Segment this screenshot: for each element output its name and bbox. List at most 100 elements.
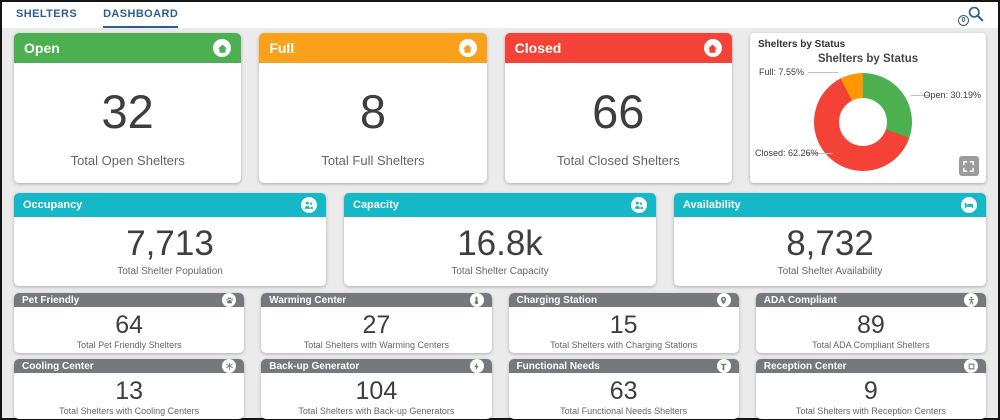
features-row-1: Pet Friendly 64 Total Pet Friendly Shelt… — [14, 293, 986, 353]
reception-center-label: Total Shelters with Reception Centers — [795, 406, 946, 416]
reception-center-value: 9 — [863, 377, 878, 405]
features-row-2: Cooling Center 13 Total Shelters with Co… — [14, 359, 986, 419]
card-charging-station-title: Charging Station — [516, 294, 598, 306]
availability-label: Total Shelter Availability — [777, 266, 883, 277]
slice-label-open: Open: 30.19% — [923, 90, 981, 100]
card-ada-compliant: ADA Compliant 89 Total ADA Compliant She… — [755, 293, 986, 353]
chart-title: Shelters by Status — [817, 53, 919, 65]
slice-label-closed: Closed: 62.26% — [754, 148, 819, 158]
card-availability-title: Availability — [683, 199, 741, 211]
card-functional-needs-title: Functional Needs — [516, 360, 600, 372]
fullscreen-icon — [962, 160, 975, 173]
card-warming-center-title: Warming Center — [269, 294, 347, 306]
charging-station-label: Total Shelters with Charging Stations — [550, 340, 698, 350]
shelter-home-icon — [213, 39, 232, 57]
search-count-badge: 0 — [958, 15, 969, 26]
occupancy-label: Total Shelter Population — [117, 266, 223, 277]
status-row: Open 32 Total Open Shelters Full 8 Total… — [14, 33, 986, 183]
card-closed-header: Closed — [504, 33, 732, 63]
card-reception-center-title: Reception Center — [763, 360, 847, 372]
card-open-title: Open — [24, 40, 60, 56]
open-shelters-count: 32 — [101, 84, 154, 138]
full-shelters-count: 8 — [359, 84, 387, 138]
card-warming-center: Warming Center 27 Total Shelters with Wa… — [261, 293, 492, 353]
card-charging-station: Charging Station 15 Total Shelters with … — [508, 293, 739, 353]
closed-shelters-count: 66 — [592, 84, 645, 138]
snowflake-icon — [222, 359, 237, 373]
shelter-home-icon — [703, 39, 722, 57]
card-occupancy-header: Occupancy — [14, 193, 326, 217]
card-ada-compliant-header: ADA Compliant — [755, 293, 986, 307]
people-icon — [631, 197, 647, 213]
card-cooling-center-header: Cooling Center — [14, 359, 245, 373]
full-shelters-label: Total Full Shelters — [321, 153, 425, 168]
card-reception-center: Reception Center 9 Total Shelters with R… — [755, 359, 986, 419]
card-capacity-title: Capacity — [353, 199, 399, 211]
warming-center-label: Total Shelters with Warming Centers — [303, 340, 449, 350]
cooling-center-label: Total Shelters with Cooling Centers — [59, 406, 200, 416]
metrics-row: Occupancy 7,713 Total Shelter Population… — [14, 193, 986, 286]
card-occupancy: Occupancy 7,713 Total Shelter Population — [14, 193, 326, 286]
leader-line-open — [910, 95, 929, 96]
card-full-shelters: Full 8 Total Full Shelters — [259, 33, 487, 183]
card-functional-needs-header: Functional Needs — [508, 359, 739, 373]
tab-shelters[interactable]: SHELTERS — [16, 8, 78, 20]
paw-icon — [222, 293, 237, 307]
card-backup-generator-title: Back-up Generator — [269, 360, 360, 372]
map-pin-icon — [716, 293, 731, 307]
card-full-header: Full — [259, 33, 487, 63]
functional-needs-icon — [716, 359, 731, 373]
functional-needs-label: Total Functional Needs Shelters — [560, 406, 688, 416]
bolt-icon — [469, 359, 484, 373]
ada-compliant-value: 89 — [856, 311, 885, 339]
donut-chart[interactable] — [813, 73, 912, 171]
accessibility-icon — [964, 293, 978, 307]
card-backup-generator-header: Back-up Generator — [261, 359, 492, 373]
backup-generator-value: 104 — [355, 377, 398, 405]
availability-value: 8,732 — [786, 224, 874, 263]
capacity-value: 16.8k — [457, 224, 543, 263]
chart-card-header: Shelters by Status — [757, 39, 846, 50]
card-charging-station-header: Charging Station — [508, 293, 739, 307]
pet-friendly-label: Total Pet Friendly Shelters — [76, 340, 182, 350]
open-shelters-label: Total Open Shelters — [70, 153, 185, 168]
closed-shelters-label: Total Closed Shelters — [556, 153, 680, 168]
card-closed-shelters: Closed 66 Total Closed Shelters — [504, 33, 732, 183]
cooling-center-value: 13 — [115, 377, 144, 405]
card-reception-center-header: Reception Center — [755, 359, 986, 373]
card-backup-generator: Back-up Generator 104 Total Shelters wit… — [261, 359, 492, 419]
shelter-home-icon — [458, 39, 477, 57]
card-full-title: Full — [269, 40, 295, 56]
functional-needs-value: 63 — [609, 377, 638, 405]
charging-station-value: 15 — [609, 311, 638, 339]
card-cooling-center: Cooling Center 13 Total Shelters with Co… — [14, 359, 245, 419]
card-pet-friendly-title: Pet Friendly — [22, 294, 80, 306]
card-ada-compliant-title: ADA Compliant — [763, 294, 837, 306]
leader-line-closed — [806, 153, 833, 154]
card-closed-title: Closed — [514, 40, 562, 56]
people-icon — [301, 197, 317, 213]
card-pet-friendly: Pet Friendly 64 Total Pet Friendly Shelt… — [14, 293, 245, 353]
card-open-shelters: Open 32 Total Open Shelters — [14, 33, 242, 183]
slice-label-full: Full: 7.55% — [758, 67, 805, 77]
card-availability-header: Availability — [674, 193, 986, 217]
card-open-header: Open — [14, 33, 242, 63]
card-capacity: Capacity 16.8k Total Shelter Capacity — [344, 193, 656, 286]
card-functional-needs: Functional Needs 63 Total Functional Nee… — [508, 359, 739, 419]
search-button[interactable]: 0 — [958, 4, 984, 26]
occupancy-value: 7,713 — [126, 224, 214, 263]
ada-compliant-label: Total ADA Compliant Shelters — [812, 340, 930, 350]
expand-chart-button[interactable] — [958, 156, 979, 176]
card-occupancy-title: Occupancy — [23, 199, 83, 211]
card-pet-friendly-header: Pet Friendly — [14, 293, 245, 307]
search-icon — [967, 5, 984, 22]
backup-generator-label: Total Shelters with Back-up Generators — [298, 406, 455, 416]
leader-line-full — [807, 72, 838, 73]
card-cooling-center-title: Cooling Center — [22, 360, 94, 372]
card-capacity-header: Capacity — [344, 193, 656, 217]
shelters-by-status-chart-card: Shelters by Status Shelters by Status Fu… — [749, 33, 986, 183]
card-warming-center-header: Warming Center — [261, 293, 492, 307]
thermometer-icon — [469, 293, 484, 307]
building-icon — [964, 359, 978, 373]
tab-dashboard[interactable]: DASHBOARD — [103, 2, 179, 28]
